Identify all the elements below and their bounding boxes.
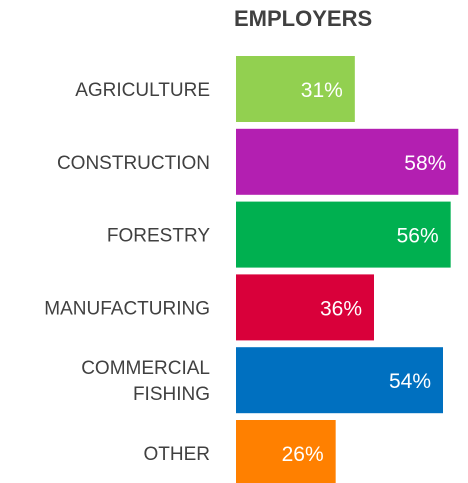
category-label-4-line-0: COMMERCIAL [81,358,210,379]
category-label-3: MANUFACTURING [44,298,210,319]
bar-value-label-0: 31% [301,79,343,102]
chart-title: EMPLOYERS [234,6,373,31]
bar-4 [236,347,443,414]
bar-value-label-1: 58% [404,152,446,175]
category-label-5: OTHER [144,444,211,465]
category-label-0: AGRICULTURE [75,80,210,101]
bar-2 [236,201,451,268]
category-label-4-line-1: FISHING [133,384,210,405]
category-label-1: CONSTRUCTION [57,153,210,174]
bar-0 [236,56,355,122]
bar-1 [236,128,459,195]
bar-value-label-4: 54% [389,370,431,393]
category-label-2: FORESTRY [107,226,210,247]
bar-value-label-3: 36% [320,297,362,320]
bar-5 [236,420,336,483]
bar-value-label-2: 56% [397,225,439,248]
bar-value-label-5: 26% [282,443,324,466]
bar-3 [236,274,374,341]
